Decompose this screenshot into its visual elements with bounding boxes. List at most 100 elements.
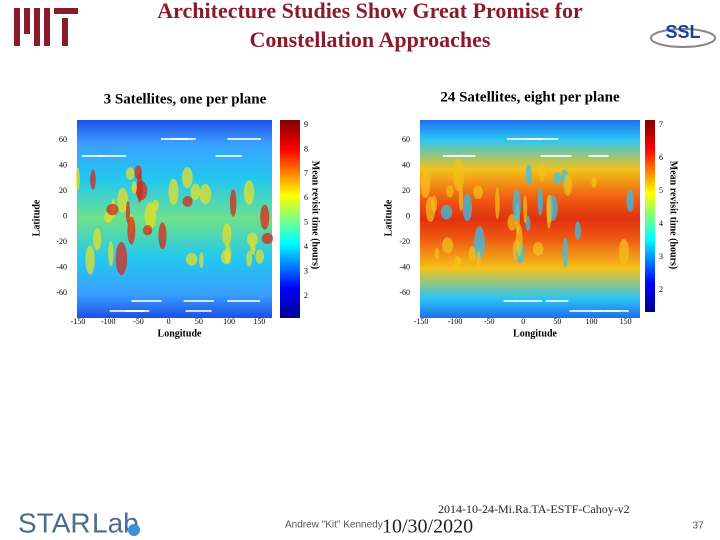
heatmap-blob <box>250 242 256 255</box>
heatmap-blob <box>574 221 581 241</box>
heatmap-blob <box>618 239 629 265</box>
heatmap-blob <box>90 169 96 190</box>
x-tick-label: 0 <box>167 317 171 326</box>
heatmap-blob <box>229 189 237 217</box>
heatmap-blob <box>127 216 136 245</box>
heatmap-streak <box>442 155 476 157</box>
heatmap-blob <box>495 187 500 220</box>
x-tick-label: 0 <box>521 317 525 326</box>
heatmap-blob <box>136 172 143 203</box>
x-tick-label: 100 <box>586 317 598 326</box>
page-number: 37 <box>692 521 704 532</box>
heatmap-blob <box>537 187 543 216</box>
y-tick-label: 40 <box>402 160 410 169</box>
heatmap-streak <box>588 155 609 157</box>
x-tick-label: -50 <box>133 317 144 326</box>
heatmap-streak <box>98 155 127 157</box>
y-tick-label: -40 <box>399 262 410 271</box>
y-tick-label: 40 <box>59 160 67 169</box>
heatmap-streak <box>160 138 189 140</box>
heatmap-streak <box>81 155 107 157</box>
ssl-logo: SSL <box>650 22 716 48</box>
heatmap-blob <box>106 203 119 216</box>
heatmap-blob <box>431 195 438 213</box>
y-tick-label: -20 <box>399 237 410 246</box>
heatmap-blob <box>473 185 484 200</box>
doc-id: 2014-10-24-Mi.Ra.TA-ESTF-Cahoy-v2 <box>438 502 630 516</box>
heatmap-blob <box>441 237 454 254</box>
heatmap-blob <box>538 162 546 182</box>
heatmap-blob <box>458 186 464 212</box>
colorbar-tick-label: 3 <box>659 252 663 261</box>
x-axis-label: Longitude <box>158 328 202 339</box>
caption: 3 Satellites, one per plane <box>104 91 267 107</box>
heatmap-blob <box>108 240 114 267</box>
y-tick-label: 0 <box>63 211 67 220</box>
heatmap-blob <box>117 187 129 213</box>
heatmap-streak <box>131 300 162 302</box>
heatmap-streak <box>604 310 629 312</box>
colorbar-tick-label: 3 <box>304 266 308 275</box>
heatmap-blob <box>125 167 135 180</box>
heatmap-blob <box>532 242 544 256</box>
heatmap-streak <box>545 300 569 302</box>
heatmap-streak <box>215 155 242 157</box>
colorbar-tick-label: 4 <box>659 219 663 228</box>
heatmap-blob <box>199 183 212 205</box>
x-tick-label: 50 <box>553 317 561 326</box>
heatmap-blob <box>474 226 485 260</box>
heatmap-streak <box>503 300 516 302</box>
colorbar-tick-label: 9 <box>304 120 308 129</box>
colorbar-tick-label: 6 <box>304 193 308 202</box>
heatmap-blob <box>453 255 462 272</box>
heatmap-streak <box>109 310 145 312</box>
x-tick-label: -100 <box>448 317 463 326</box>
heatmap-streak <box>514 300 543 302</box>
title: Architecture Studies Show Great Promise … <box>157 0 583 23</box>
star-lab-logo: STAR Lab <box>18 507 140 538</box>
heatmap-streak <box>227 300 261 302</box>
y-tick-label: 20 <box>59 186 67 195</box>
heatmap-blob <box>115 242 128 276</box>
x-tick-label: 150 <box>620 317 632 326</box>
colorbar-tick-label: 8 <box>304 144 308 153</box>
colorbar-tick-label: 5 <box>304 218 308 227</box>
x-tick-label: -50 <box>484 317 495 326</box>
colorbar-tick-label: 5 <box>659 186 663 195</box>
y-tick-label: -20 <box>56 237 67 246</box>
heatmap-blob <box>243 180 255 205</box>
heatmap-blob <box>185 253 198 266</box>
heatmap-blob <box>434 247 440 260</box>
heatmap-blob <box>199 251 204 269</box>
heatmap-streak <box>523 138 559 140</box>
heatmap-blob <box>168 178 179 205</box>
y-tick-label: 60 <box>59 135 67 144</box>
heatmap-blob <box>152 199 159 212</box>
author: Andrew "Kit" Kennedy <box>285 520 383 531</box>
logo-text: STAR <box>18 507 91 538</box>
heatmap-streak <box>227 138 261 140</box>
y-tick-label: -40 <box>56 262 67 271</box>
heatmap-blob <box>142 225 153 236</box>
heatmap-blob <box>260 204 270 230</box>
heatmap-blob <box>182 195 193 207</box>
colorbar-tick-label: 7 <box>659 120 663 129</box>
heatmap-blob <box>553 171 561 185</box>
heatmap-blob <box>462 193 473 222</box>
heatmap-streak <box>540 155 572 157</box>
heatmap-blob <box>93 228 102 251</box>
colorbar-tick-label: 7 <box>304 169 308 178</box>
y-tick-label: -60 <box>56 288 67 297</box>
heatmap-blob <box>420 171 431 199</box>
heatmap-blob <box>85 245 95 275</box>
colorbar-label: Mean revisit time (hours) <box>310 161 321 269</box>
heatmap-streak <box>183 300 214 302</box>
colorbar-tick-label: 2 <box>304 291 308 300</box>
heatmap-blob <box>190 183 201 201</box>
x-tick-label: 100 <box>223 317 235 326</box>
y-axis-label: Latitude <box>383 199 394 236</box>
heatmap-blob <box>626 189 634 212</box>
heatmap-blob <box>562 237 569 268</box>
colorbar-tick-label: 4 <box>304 242 308 251</box>
heatmap-blob <box>468 246 477 262</box>
